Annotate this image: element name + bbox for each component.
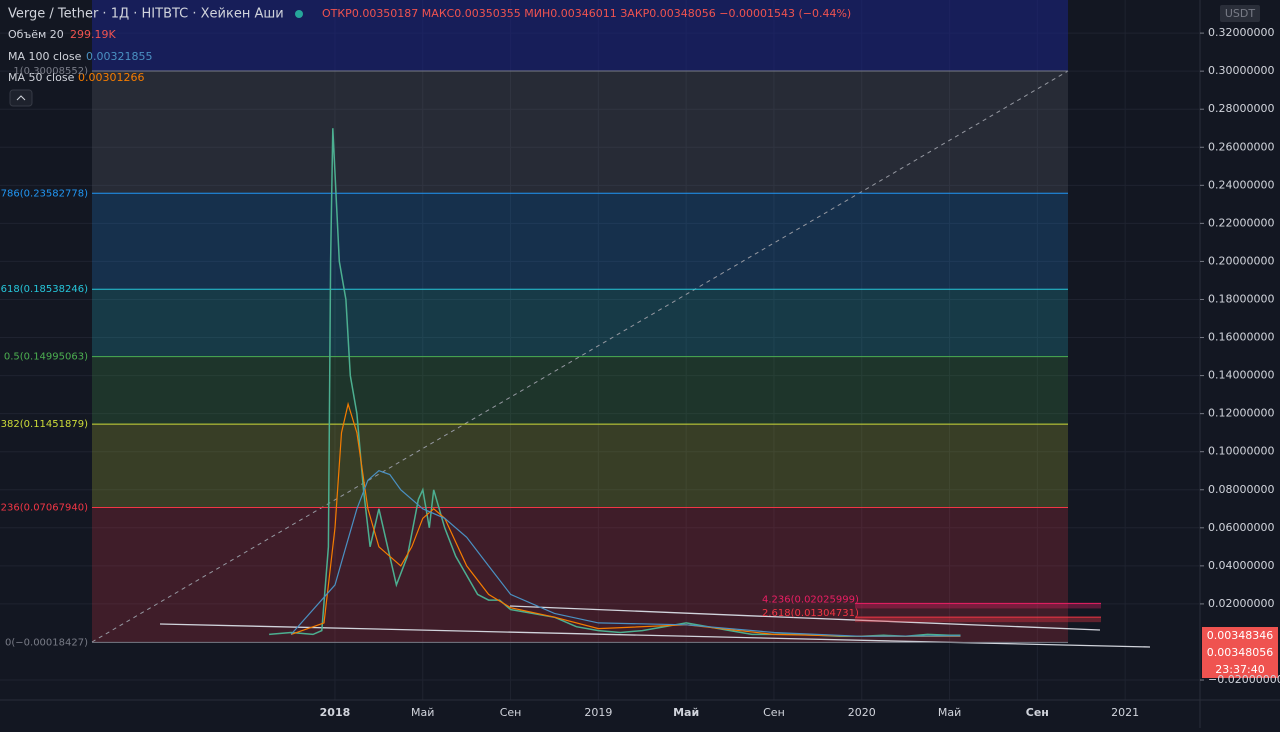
y-tick-label: 0.32000000 (1208, 26, 1274, 39)
y-tick-label: 0.10000000 (1208, 445, 1274, 458)
trend-line (509, 605, 1101, 631)
indicator-name: MA 100 close (8, 50, 82, 63)
fib-label: 0.382(0.11451879) (0, 419, 88, 430)
currency-badge (1220, 5, 1260, 22)
price-tag (1202, 627, 1278, 644)
fib-band (92, 0, 1068, 71)
y-tick-label: 0.16000000 (1208, 331, 1274, 344)
indicator-value: 0.00301266 (78, 71, 144, 84)
y-tick-label: 0.24000000 (1208, 178, 1274, 191)
currency: USDT (1225, 7, 1256, 20)
x-tick-label: 2020 (848, 706, 876, 719)
y-tick-label: 0.08000000 (1208, 483, 1274, 496)
x-tick-label: Май (411, 706, 434, 719)
y-tick-label: 0.30000000 (1208, 64, 1274, 77)
indicator-value: 0.00321855 (86, 50, 152, 63)
y-tick-label: 0.28000000 (1208, 102, 1274, 115)
fib-label: 1(0.30008552) (13, 66, 88, 77)
y-tick-label: 0.06000000 (1208, 521, 1274, 534)
x-tick-label: Май (673, 706, 699, 719)
collapse-icon (16, 95, 26, 101)
y-tick-label: 0.14000000 (1208, 369, 1274, 382)
y-tick-label: 0.20000000 (1208, 254, 1274, 267)
x-tick-label: Сен (500, 706, 522, 719)
x-tick-label: 2018 (320, 706, 351, 719)
ohlc: ОТКР0.00350187 МАКС0.00350355 МИН0.00346… (322, 7, 851, 20)
price-tag-text: 0.00348056 (1207, 646, 1273, 659)
y-tick-label: 0.02000000 (1208, 597, 1274, 610)
y-tick-label: −0.02000000 (1208, 673, 1280, 686)
fib-label: 0(−0.00018427) (5, 637, 88, 648)
price-tag (1202, 644, 1278, 661)
y-tick-label: 0.26000000 (1208, 140, 1274, 153)
collapse-button[interactable] (9, 89, 33, 107)
series-line (290, 401, 961, 637)
x-tick-label: Май (938, 706, 961, 719)
fib-band (92, 70, 1068, 194)
status-dot (295, 10, 303, 18)
y-tick-label: 0.18000000 (1208, 292, 1274, 305)
price-tag (1202, 661, 1278, 678)
fib-band (92, 424, 1068, 508)
x-tick-label: 2019 (584, 706, 612, 719)
fib-label: 0.786(0.23582778) (0, 188, 88, 199)
indicator-name: Объём 20 (8, 28, 64, 41)
symbol: Verge / Tether · 1Д · HITBTC · Хейкен Аш… (8, 7, 284, 22)
fib-label: 0.5(0.14995063) (4, 352, 88, 363)
trend-line (159, 623, 1151, 648)
fib-ext-band (855, 603, 1101, 609)
indicator-name: MA 50 close (8, 71, 75, 84)
price-tag-text: 23:37:40 (1215, 663, 1264, 676)
y-tick-label: 0.22000000 (1208, 216, 1274, 229)
fib-band (92, 289, 1068, 357)
fib-label: 0.618(0.18538246) (0, 284, 88, 295)
fib-ext-band (855, 617, 1101, 623)
y-tick-label: 0.12000000 (1208, 407, 1274, 420)
y-tick-label: 0.04000000 (1208, 559, 1274, 572)
fib-band (92, 507, 1068, 643)
fib-band (92, 356, 1068, 425)
fib-band (92, 193, 1068, 290)
fib-ext-label: 2.618(0.01304731) (762, 608, 859, 619)
price-tag-text: 0.00348346 (1207, 629, 1273, 642)
fib-label: 0.236(0.07067940) (0, 502, 88, 513)
indicator-value: 299.19K (70, 28, 116, 41)
series-line (290, 470, 961, 637)
x-tick-label: 2021 (1111, 706, 1139, 719)
x-tick-label: Сен (1026, 706, 1049, 719)
x-tick-label: Сен (763, 706, 785, 719)
fib-ext-label: 4.236(0.02025999) (762, 594, 859, 605)
